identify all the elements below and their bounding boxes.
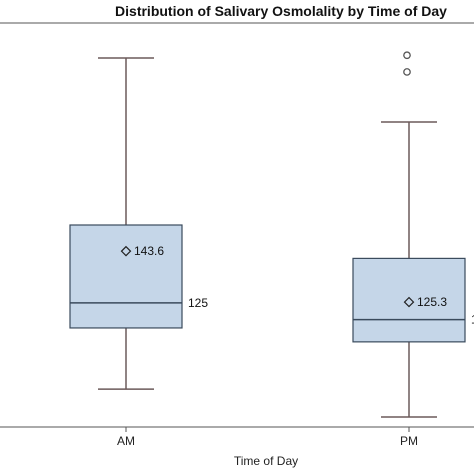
am-mean-label: 143.6 xyxy=(134,244,164,258)
pm-mean-marker xyxy=(403,296,415,308)
boxplot-marks: 125 143.6 AM 1 125.3 PM xyxy=(69,51,474,448)
pm-outlier-2 xyxy=(403,68,411,76)
pm-median-label: 1 xyxy=(471,313,474,327)
pm-box xyxy=(352,257,466,343)
am-mean-marker xyxy=(120,245,132,257)
pm-x-tick-label: PM xyxy=(400,434,418,448)
chart-title: Distribution of Salivary Osmolality by T… xyxy=(115,3,447,19)
am-box xyxy=(69,224,183,329)
pm-mean-label: 125.3 xyxy=(417,295,447,309)
am-x-tick-label: AM xyxy=(117,434,135,448)
pm-outlier-1 xyxy=(403,51,411,60)
am-median-label: 125 xyxy=(188,296,208,310)
x-axis-label: Time of Day xyxy=(234,454,298,468)
